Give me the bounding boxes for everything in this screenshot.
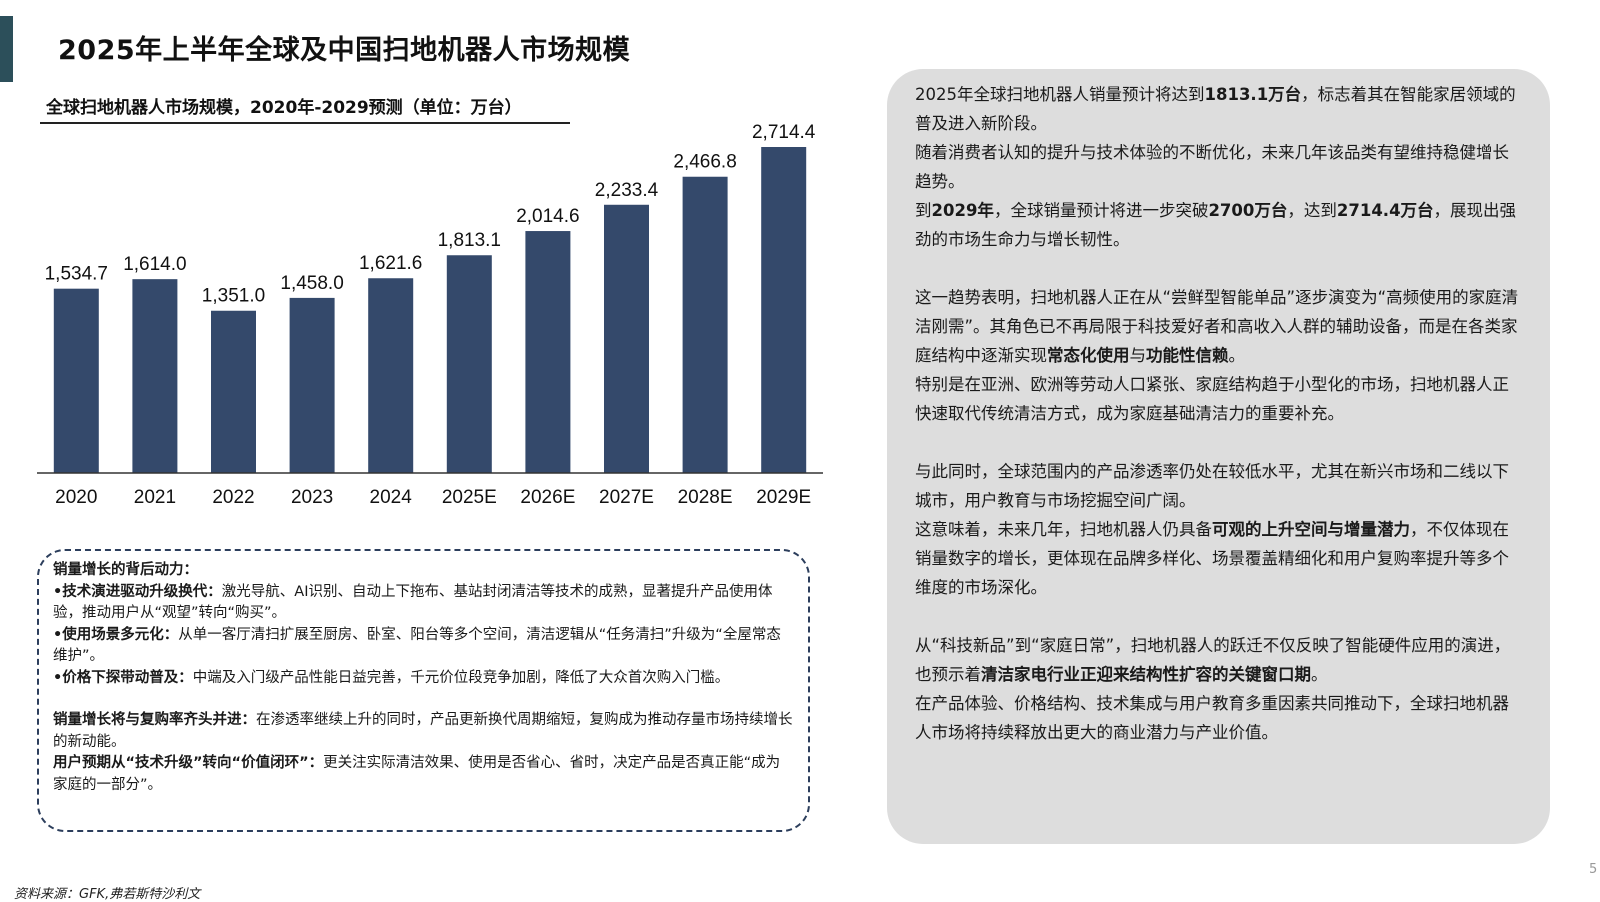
title-accent-bar [0,16,13,82]
bar-2021 [132,279,178,473]
driver-label: 销量增长将与复购率齐头并进： [53,712,256,728]
panel-text: 2025年全球扫地机器人销量预计将达到 [915,85,1205,104]
x-tick-label-2026E: 2026E [520,487,575,508]
x-tick-label-2027E: 2027E [599,487,654,508]
x-tick-label-2028E: 2028E [678,487,733,508]
panel-highlight: 2029年 [931,201,994,220]
drivers-heading: 销量增长的背后动力： [53,562,198,578]
page-title: 2025年上半年全球及中国扫地机器人市场规模 [58,35,631,66]
panel-highlight: 常态化使用 [1047,346,1130,365]
value-label-2028E: 2,466.8 [673,152,736,173]
panel-text: 。 [1228,346,1246,365]
panel-paragraph: 特别是在亚洲、欧洲等劳动人口紧张、家庭结构趋于小型化的市场，扫地机器人正快速取代… [915,375,1509,423]
bar-2028E [682,176,728,473]
value-label-2027E: 2,233.4 [595,180,659,201]
panel-text: 从“科技新品”到“家庭日常”，扫地机器人的跃迁不仅反映了智能硬件应用的演进，也预… [915,636,1511,684]
driver-text: 中端及入门级产品性能日益完善，千元价位段竞争加剧，降低了大众首次购入门槛。 [192,669,730,686]
bar-2029E [761,147,807,473]
driver-label: •价格下探带动普及： [53,669,193,686]
panel-text: ，全球销量预计将进一步突破 [993,201,1209,220]
panel-text: 这意味着，未来几年，扫地机器人仍具备 [915,520,1212,539]
bar-chart: 1,534.7 2020 1,614.0 2021 1,351.0 2022 1,458.0… [37,122,823,508]
driver-item-tech: •技术演进驱动升级换代：激光导航、AI识别、自动上下拖布、基站封闭清洁等技术的成… [53,582,794,625]
bar-2027E [604,204,649,474]
x-tick-label-2025E: 2025E [442,487,497,508]
value-label-2023: 1,458.0 [280,273,343,294]
driver-text: 在渗透率继续上升的同时，产品更新换代周期缩短，复购成为推动存量市场持续增长的新动… [53,712,793,750]
value-label-2022: 1,351.0 [202,286,265,307]
x-tick-label-2029E: 2029E [756,487,811,508]
panel-paragraph: 这意味着，未来几年，扫地机器人仍具备可观的上升空间与增量潜力，不仅体现在销量数字… [915,515,1522,602]
panel-highlight: 2714.4万台 [1336,201,1434,220]
panel-text: 与 [1129,346,1147,365]
bar-2024 [368,278,414,473]
bar-2023 [289,297,335,473]
bar-2025E [446,255,492,473]
panel-paragraph: 随着消费者认知的提升与技术体验的不断优化，未来几年该品类有望维持稳健增长趋势。 [915,143,1509,191]
bar-2026E [525,231,571,473]
panel-paragraph: 在产品体验、价格结构、技术集成与用户教育多重因素共同推动下，全球扫地机器人市场将… [915,694,1509,742]
driver-item-expectation: 用户预期从“技术升级”转向“价值闭环”：更关注实际清洁效果、使用是否省心、省时，… [53,753,794,796]
panel-text: 。 [1311,665,1328,684]
panel-text: 这一趋势表明，扫地机器人正在从“尝鲜型智能单品”逐步演变为“高频使用的家庭清洁刚… [915,288,1519,365]
panel-paragraph: 这一趋势表明，扫地机器人正在从“尝鲜型智能单品”逐步演变为“高频使用的家庭清洁刚… [915,283,1522,370]
driver-label: •使用场景多元化： [53,626,179,643]
driver-text: 更关注实际清洁效果、使用是否省心、省时，决定产品是否真正能“成为家庭的一部分”。 [53,755,781,793]
driver-item-scenario: •使用场景多元化：从单一客厅清扫扩展至厨房、卧室、阳台等多个空间，清洁逻辑从“任… [53,625,794,668]
panel-paragraph: 从“科技新品”到“家庭日常”，扫地机器人的跃迁不仅反映了智能硬件应用的演进，也预… [915,631,1522,689]
x-tick-label-2024: 2024 [370,487,413,508]
driver-item-repurchase: 销量增长将与复购率齐头并进：在渗透率继续上升的同时，产品更新换代周期缩短，复购成… [53,710,794,753]
panel-paragraph: 2025年全球扫地机器人销量预计将达到1813.1万台，标志着其在智能家居领域的… [915,80,1522,138]
value-label-2024: 1,621.6 [359,253,422,274]
panel-text: ，展现出强劲的市场生命力与增长韧性。 [915,201,1517,249]
value-label-2020: 1,534.7 [45,264,108,285]
bar-2020 [53,288,99,473]
driver-label: •技术演进驱动升级换代： [53,583,222,600]
source-note: 资料来源：GFK,弗若斯特沙利文 [14,887,201,902]
x-tick-label-2020: 2020 [55,487,97,508]
panel-highlight: 2700万台 [1208,201,1288,220]
driver-text: 从单一客厅清扫扩展至厨房、卧室、阳台等多个空间，清洁逻辑从“任务清扫”升级为“全… [53,626,781,665]
page-number: 5 [1589,862,1598,877]
x-tick-label-2022: 2022 [212,487,254,508]
panel-highlight: 清洁家电行业正迎来结构性扩容的关键窗口期 [981,665,1311,684]
x-tick-label-2021: 2021 [134,487,176,508]
chart-title-underline [40,122,570,124]
bar-2022 [211,310,256,473]
panel-text: ，不仅体现在销量数字的增长，更体现在品牌多样化、场景覆盖精细化和用户复购率提升等… [915,520,1509,597]
value-label-2025E: 1,813.1 [438,230,501,251]
driver-label: 用户预期从“技术升级”转向“价值闭环”： [53,755,324,771]
driver-item-price: •价格下探带动普及：中端及入门级产品性能日益完善，千元价位段竞争加剧，降低了大众… [53,668,794,690]
analysis-panel: 2025年全球扫地机器人销量预计将达到1813.1万台，标志着其在智能家居领域的… [887,69,1550,844]
value-label-2021: 1,614.0 [123,254,186,275]
growth-drivers-box: 销量增长的背后动力： •技术演进驱动升级换代：激光导航、AI识别、自动上下拖布、… [37,549,810,832]
value-label-2029E: 2,714.4 [752,122,816,143]
panel-highlight: 功能性信赖 [1146,346,1229,365]
panel-paragraph: 到2029年，全球销量预计将进一步突破2700万台，达到2714.4万台，展现出… [915,196,1522,254]
panel-highlight: 1813.1万台 [1204,85,1302,104]
panel-text: ，标志着其在智能家居领域的普及进入新阶段。 [915,85,1516,133]
panel-text: 到 [915,201,932,220]
driver-text: 激光导航、AI识别、自动上下拖布、基站封闭清洁等技术的成熟，显著提升产品使用体验… [53,583,773,622]
x-tick-label-2023: 2023 [291,487,333,508]
panel-highlight: 可观的上升空间与增量潜力 [1212,520,1410,539]
panel-text: ，达到 [1287,201,1337,220]
value-label-2026E: 2,014.6 [516,206,579,227]
chart-title: 全球扫地机器人市场规模，2020年-2029预测（单位：万台） [46,98,522,118]
panel-paragraph: 与此同时，全球范围内的产品渗透率仍处在较低水平，尤其在新兴市场和二线以下城市，用… [915,462,1509,510]
